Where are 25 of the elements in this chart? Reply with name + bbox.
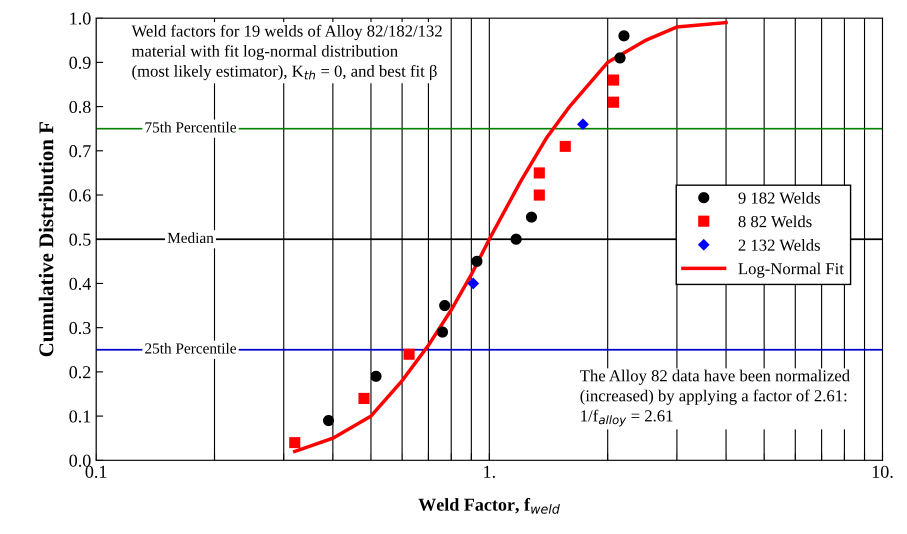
y-tick-label: 0.6 — [69, 189, 91, 202]
y-tick-label: 0.4 — [69, 278, 91, 290]
legend-label: Log-Normal Fit — [738, 262, 844, 278]
ref-line-label: 75th Percentile — [145, 122, 236, 133]
annotation: Weld factors for 19 welds of Alloy 82/182/132 material with fit log-normal distribution (most likely estimator), K$_{th}$ = 0, and best fit β — [132, 24, 442, 80]
y-tick-label: 1.0 — [70, 12, 91, 25]
y-tick-label: 0.3 — [69, 322, 91, 334]
x-axis-title: Weld Factor, f$_{weld}$ — [418, 498, 560, 514]
y-tick-label: 0.8 — [69, 100, 91, 114]
ref-line-label: Median — [168, 232, 214, 244]
y-tick-label: 0.5 — [69, 233, 91, 246]
legend-label: 2 132 Welds — [738, 239, 820, 251]
x-tick-label: 10. — [872, 466, 893, 478]
legend-label: 8 82 Welds — [738, 216, 812, 228]
y-axis-title: Cumulative Distribution F — [38, 122, 54, 356]
legend-label: 9 182 Welds — [738, 192, 820, 204]
x-tick-label: 1. — [484, 466, 495, 478]
ref-line-label: 25th Percentile — [145, 342, 236, 354]
annotation: The Alloy 82 data have been normalized (increased) by applying a factor of 2.61: 1/f$_{alloy}$ = 2.61 — [580, 370, 850, 426]
y-tick-label: 0.0 — [69, 454, 91, 467]
y-tick-label: 0.1 — [69, 410, 90, 423]
x-tick-label: 0.1 — [86, 466, 106, 478]
y-tick-label: 0.9 — [69, 56, 91, 69]
y-tick-label: 0.7 — [69, 145, 91, 158]
y-tick-label: 0.2 — [69, 366, 90, 378]
